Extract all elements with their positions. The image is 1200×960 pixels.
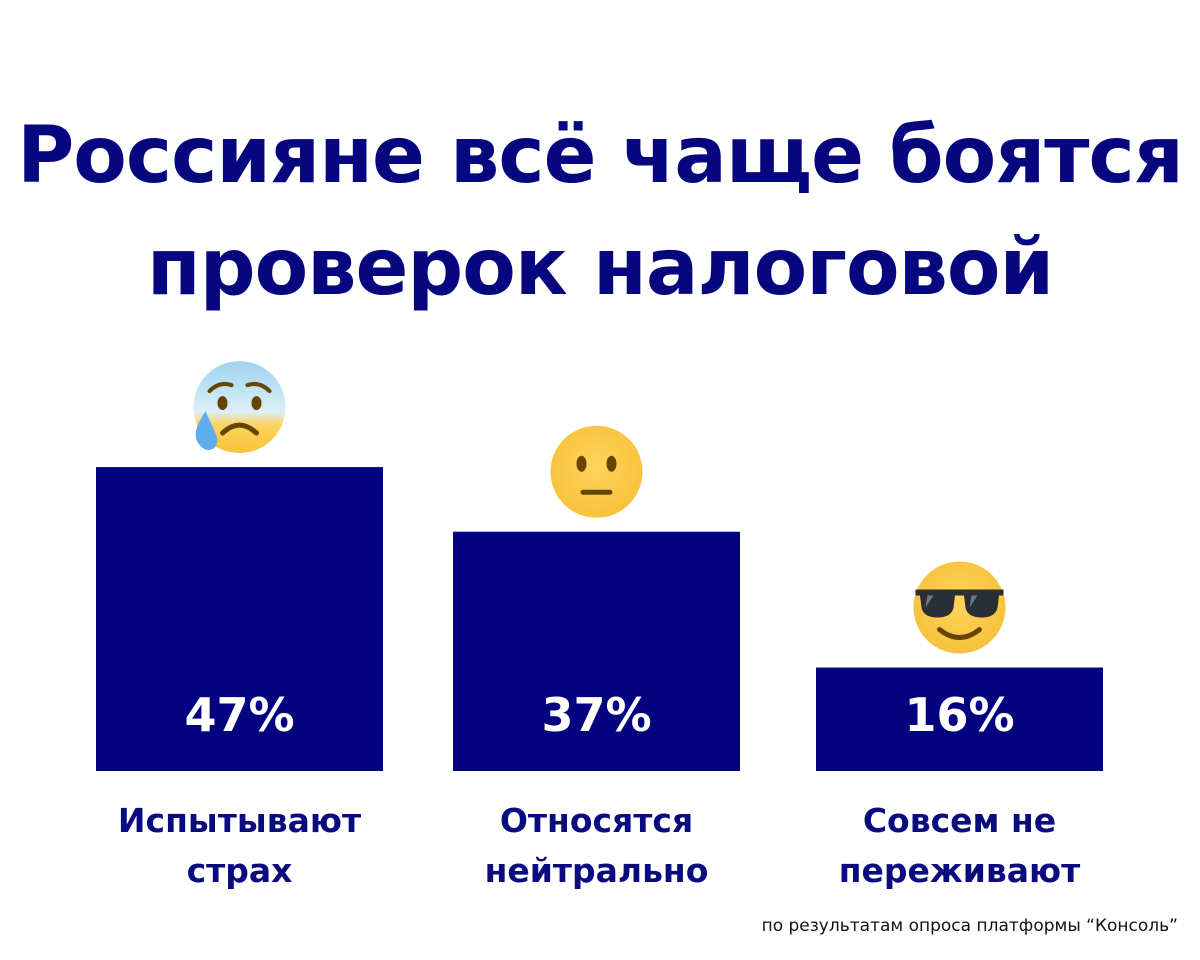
chart-title-line-2: проверок налоговой [146,223,1054,313]
category-label-line: переживают [838,851,1081,890]
bar-calm [816,667,1103,771]
value-label-neutral: 37% [541,688,651,742]
category-label-fear: Испытывают страх [60,796,420,896]
smiling-face-with-sunglasses-icon [913,561,1006,654]
category-label-line: Испытывают [117,801,362,840]
bar-fear [96,467,383,771]
value-label-calm: 16% [904,688,1014,742]
category-label-neutral: Относятся нейтрально [417,796,777,896]
category-label-line: Относятся [499,801,694,840]
category-label-line: Совсем не [862,801,1057,840]
category-label-line: страх [186,851,293,890]
source-note: по результатам опроса платформы “Консоль… [761,916,1178,936]
neutral-face-icon [550,425,643,518]
bar-neutral [453,531,740,771]
value-label-fear: 47% [184,688,294,742]
chart-title: Россияне всё чаще боятся проверок налого… [0,100,1200,324]
chart-title-line-1: Россияне всё чаще боятся [17,111,1184,201]
category-label-calm: Совсем не переживают [780,796,1140,896]
category-label-line: нейтрально [484,851,709,890]
anxious-face-with-sweat-icon [193,361,286,454]
